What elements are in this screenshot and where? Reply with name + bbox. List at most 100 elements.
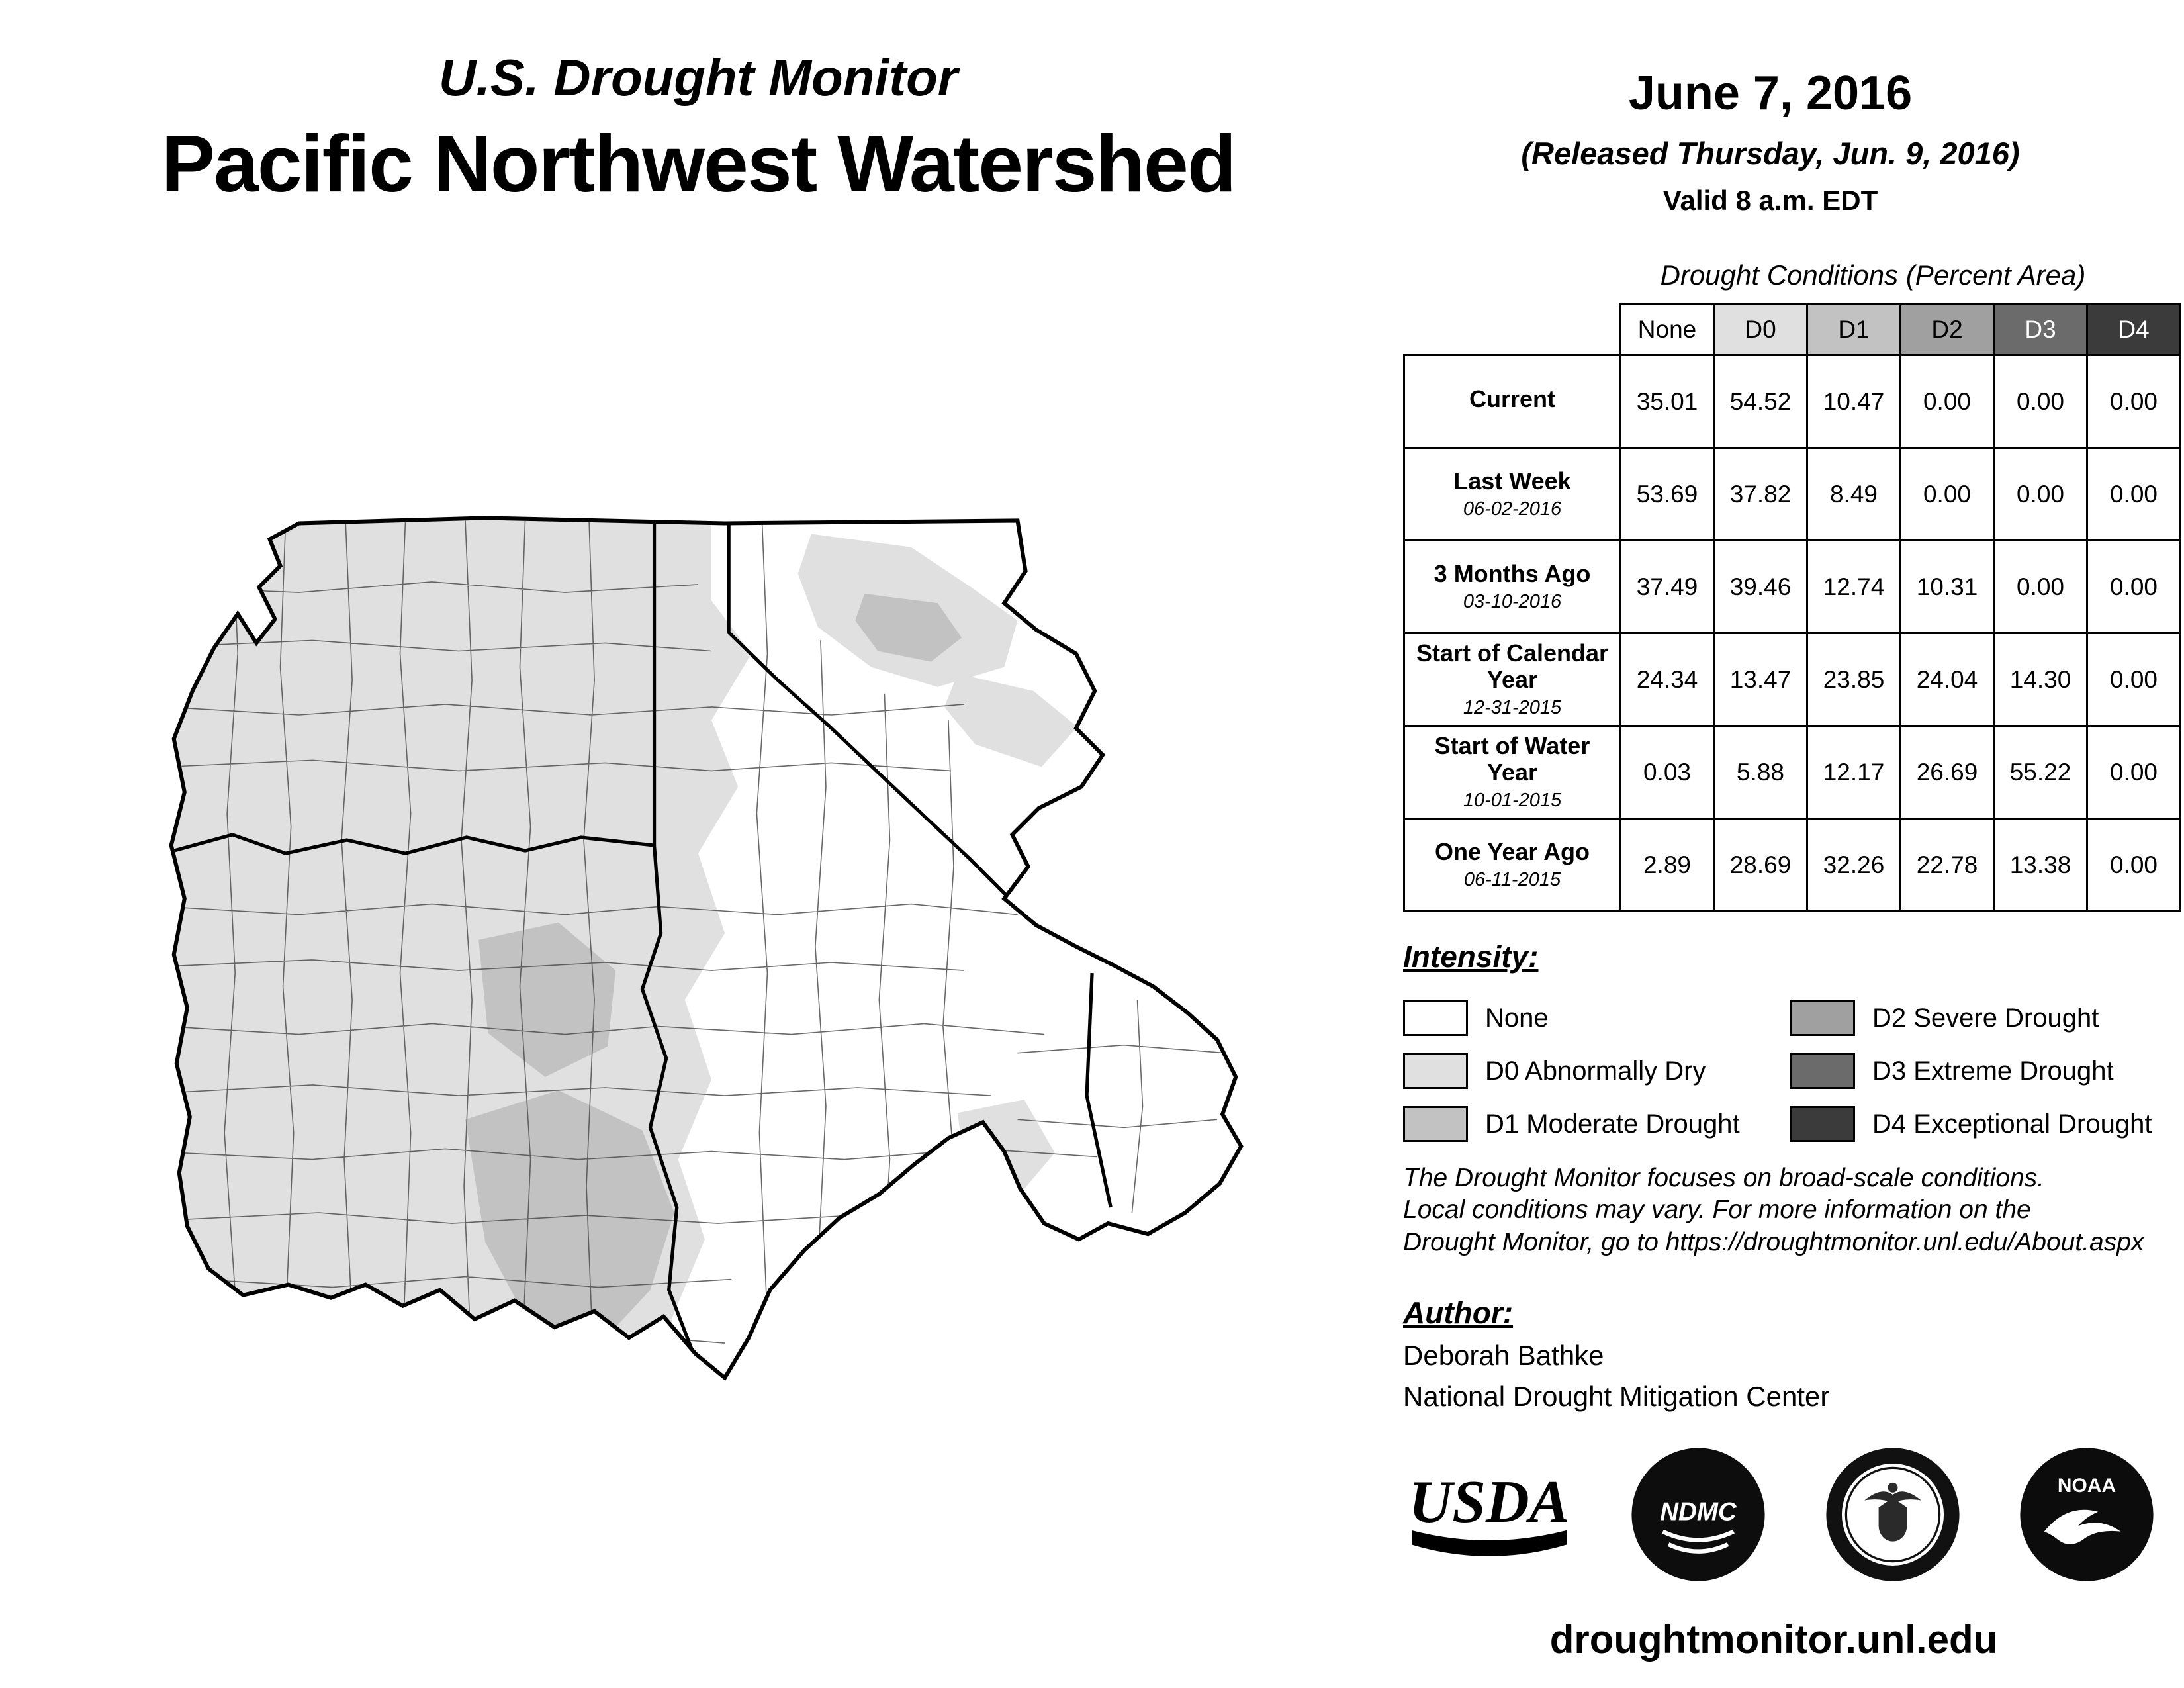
col-header-d4: D4 <box>2086 303 2181 356</box>
value-cell: 37.49 <box>1619 539 1715 634</box>
legend-swatch-d3 <box>1790 1053 1855 1089</box>
value-cell: 0.00 <box>2086 632 2181 727</box>
value-cell: 37.82 <box>1713 447 1808 541</box>
d1-shading <box>465 594 962 1346</box>
legend-label: D3 Extreme Drought <box>1872 1056 2114 1086</box>
col-header-d1: D1 <box>1806 303 1901 356</box>
value-cell: 5.88 <box>1713 725 1808 820</box>
value-cell: 10.47 <box>1806 354 1901 449</box>
value-cell: 13.38 <box>1993 818 2088 912</box>
col-header-d2: D2 <box>1899 303 1995 356</box>
value-cell: 35.01 <box>1619 354 1715 449</box>
legend-item-d2: D2 Severe Drought <box>1790 1000 2177 1036</box>
value-cell: 0.00 <box>1993 447 2088 541</box>
legend-label: D2 Severe Drought <box>1872 1003 2099 1033</box>
author-heading: Author: <box>1403 1295 1514 1330</box>
legend-item-none: None <box>1403 1000 1790 1036</box>
table-row: 3 Months Ago 03-10-2016 37.49 39.46 12.7… <box>1403 539 2181 634</box>
value-cell: 24.04 <box>1899 632 1995 727</box>
drought-map <box>86 493 1330 1433</box>
legend-swatch-d0 <box>1403 1053 1468 1089</box>
legend-swatch-d1 <box>1403 1106 1468 1142</box>
legend-label: None <box>1485 1003 1549 1033</box>
row-label: 3 Months Ago 03-10-2016 <box>1403 539 1621 634</box>
ndmc-logo-icon: NDMC <box>1627 1444 1769 1585</box>
value-cell: 24.34 <box>1619 632 1715 727</box>
value-cell: 12.74 <box>1806 539 1901 634</box>
legend-swatch-d2 <box>1790 1000 1855 1036</box>
legend-swatch-d4 <box>1790 1106 1855 1142</box>
table-row: Start of Water Year 10-01-2015 0.03 5.88… <box>1403 725 2181 820</box>
value-cell: 0.00 <box>1993 354 2088 449</box>
value-cell: 14.30 <box>1993 632 2088 727</box>
author-org: National Drought Mitigation Center <box>1403 1381 1830 1412</box>
legend-item-d1: D1 Moderate Drought <box>1403 1106 1790 1142</box>
intensity-legend: Intensity: None D0 Abnormally Dry D1 Mod… <box>1403 939 2177 1150</box>
value-cell: 28.69 <box>1713 818 1808 912</box>
value-cell: 0.00 <box>1899 354 1995 449</box>
table-corner-cell <box>1404 304 1621 355</box>
value-cell: 0.00 <box>2086 447 2181 541</box>
row-label: Current <box>1403 354 1621 449</box>
legend-label: D1 Moderate Drought <box>1485 1109 1740 1139</box>
col-header-none: None <box>1619 303 1715 356</box>
table-title: Drought Conditions (Percent Area) <box>1660 259 2086 291</box>
table-header-row: None D0 D1 D2 D3 D4 <box>1404 303 2181 356</box>
headline-block: U.S. Drought Monitor Pacific Northwest W… <box>40 48 1357 210</box>
legend-label: D0 Abnormally Dry <box>1485 1056 1706 1086</box>
value-cell: 12.17 <box>1806 725 1901 820</box>
author-block: Author: Deborah Bathke National Drought … <box>1403 1295 1829 1413</box>
col-header-d3: D3 <box>1993 303 2088 356</box>
svg-text:NOAA: NOAA <box>2058 1475 2116 1497</box>
table-row: One Year Ago 06-11-2015 2.89 28.69 32.26… <box>1403 818 2181 912</box>
svg-text:USDA: USDA <box>1409 1468 1570 1535</box>
value-cell: 10.31 <box>1899 539 1995 634</box>
value-cell: 0.03 <box>1619 725 1715 820</box>
legend-item-d0: D0 Abnormally Dry <box>1403 1053 1790 1089</box>
legend-item-d3: D3 Extreme Drought <box>1790 1053 2177 1089</box>
noaa-logo-icon: NOAA <box>2016 1444 2158 1585</box>
value-cell: 22.78 <box>1899 818 1995 912</box>
watershed-title: Pacific Northwest Watershed <box>161 118 1237 209</box>
legend-label: D4 Exceptional Drought <box>1872 1109 2152 1139</box>
legend-swatch-none <box>1403 1000 1468 1036</box>
state-boundaries <box>173 520 1113 1360</box>
commerce-logo-icon <box>1822 1444 1964 1585</box>
drought-monitor-title: U.S. Drought Monitor <box>438 48 958 107</box>
value-cell: 23.85 <box>1806 632 1901 727</box>
value-cell: 55.22 <box>1993 725 2088 820</box>
disclaimer-line: The Drought Monitor focuses on broad-sca… <box>1403 1164 2045 1192</box>
col-header-d0: D0 <box>1713 303 1808 356</box>
svg-text:NDMC: NDMC <box>1661 1498 1738 1526</box>
value-cell: 53.69 <box>1619 447 1715 541</box>
table-row: Current 35.01 54.52 10.47 0.00 0.00 0.00 <box>1403 354 2181 449</box>
footer-url: droughtmonitor.unl.edu <box>1549 1617 1998 1662</box>
disclaimer-line: Drought Monitor, go to https://droughtmo… <box>1403 1227 2144 1256</box>
disclaimer-line: Local conditions may vary. For more info… <box>1403 1196 2031 1225</box>
value-cell: 0.00 <box>2086 818 2181 912</box>
value-cell: 13.47 <box>1713 632 1808 727</box>
value-cell: 54.52 <box>1713 354 1808 449</box>
value-cell: 26.69 <box>1899 725 1995 820</box>
table-row: Start of Calendar Year 12-31-2015 24.34 … <box>1403 632 2181 727</box>
row-label: Start of Water Year 10-01-2015 <box>1403 725 1621 820</box>
watershed-map-svg <box>86 493 1330 1433</box>
value-cell: 39.46 <box>1713 539 1808 634</box>
value-cell: 8.49 <box>1806 447 1901 541</box>
intensity-title: Intensity: <box>1403 939 1539 974</box>
value-cell: 0.00 <box>2086 354 2181 449</box>
value-cell: 0.00 <box>1993 539 2088 634</box>
valid-time: Valid 8 a.m. EDT <box>1662 185 1878 216</box>
legend-grid: None D0 Abnormally Dry D1 Moderate Droug… <box>1403 992 2177 1150</box>
legend-item-d4: D4 Exceptional Drought <box>1790 1106 2177 1142</box>
row-label: Last Week 06-02-2016 <box>1403 447 1621 541</box>
value-cell: 0.00 <box>2086 725 2181 820</box>
row-label: One Year Ago 06-11-2015 <box>1403 818 1621 912</box>
release-date: (Released Thursday, Jun. 9, 2016) <box>1521 136 2020 171</box>
value-cell: 32.26 <box>1806 818 1901 912</box>
value-cell: 0.00 <box>2086 539 2181 634</box>
report-date: June 7, 2016 <box>1628 67 1913 120</box>
disclaimer: The Drought Monitor focuses on broad-sca… <box>1403 1162 2144 1258</box>
value-cell: 2.89 <box>1619 818 1715 912</box>
